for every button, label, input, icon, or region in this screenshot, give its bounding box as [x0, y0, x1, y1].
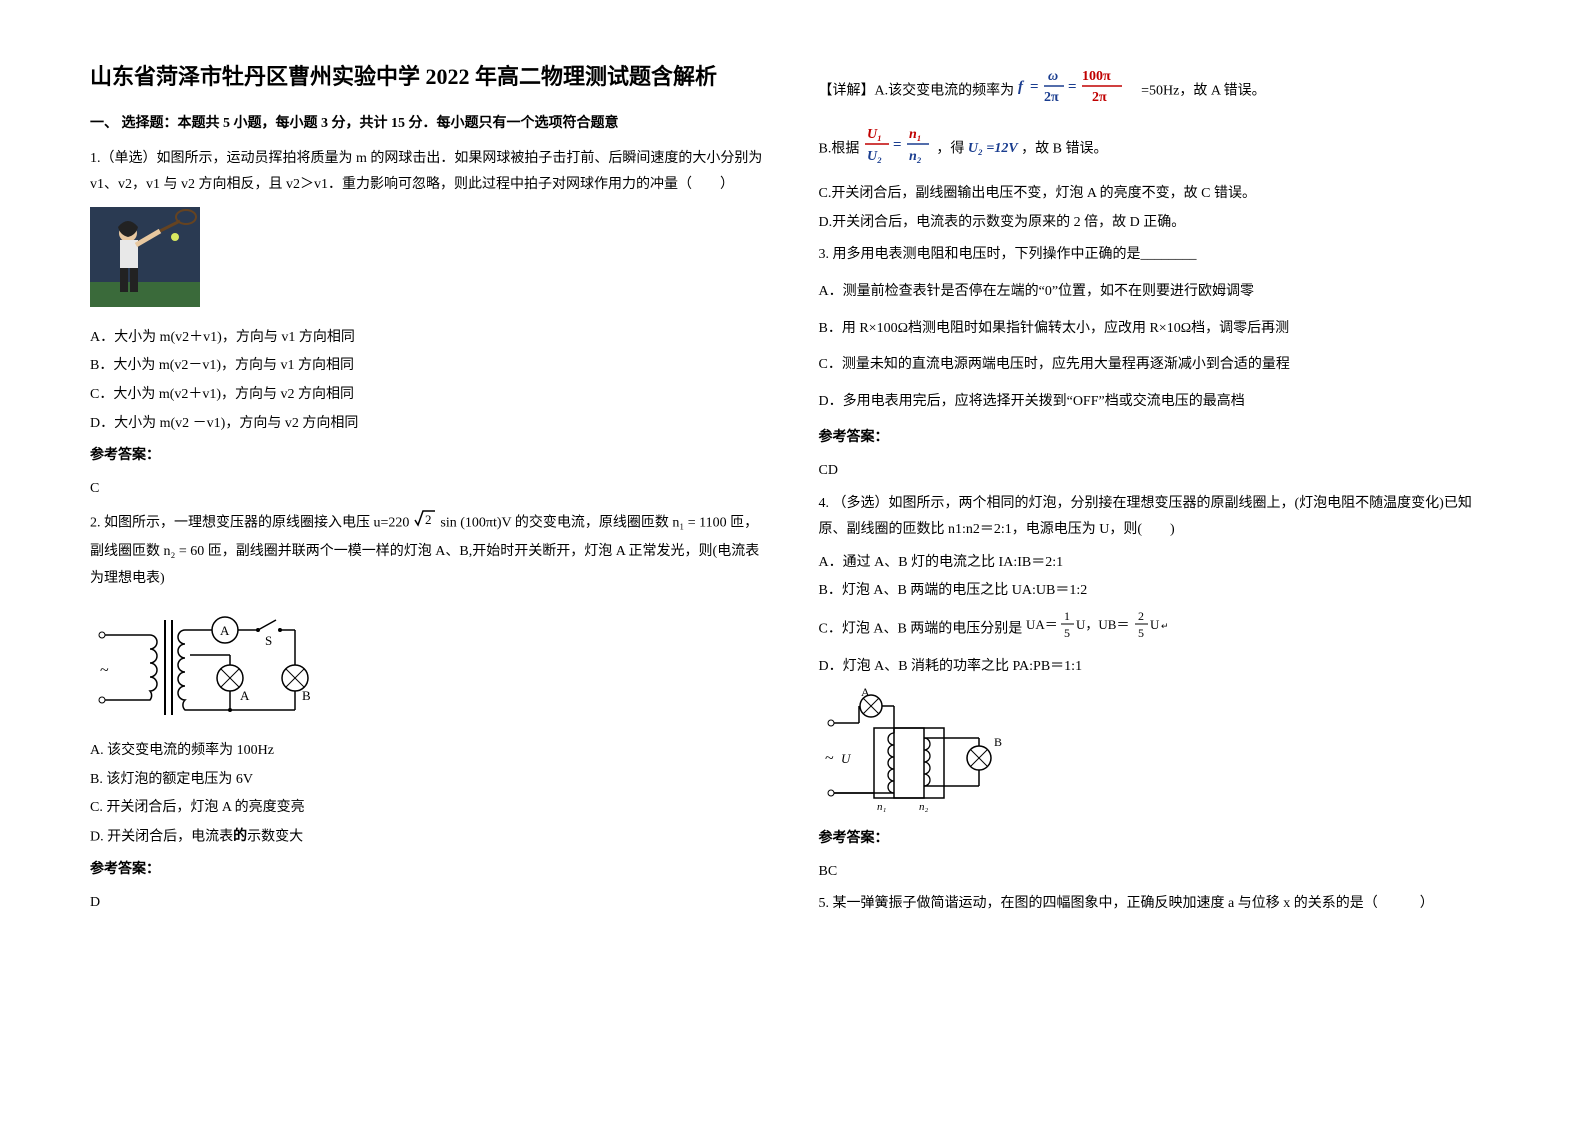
svg-text:100π: 100π — [1082, 69, 1111, 84]
c-formula: UA＝ 1 5 U，UB＝ 2 5 U ↵ — [1026, 607, 1196, 652]
q1-figure — [90, 207, 769, 317]
q4-stem: 4. （多选）如图所示，两个相同的灯泡，分别接在理想变压器的原副线圈上，(灯泡电… — [819, 491, 1498, 544]
bulbB2-label: B — [994, 735, 1002, 749]
page-title: 山东省菏泽市牡丹区曹州实验中学 2022 年高二物理测试题含解析 — [90, 60, 769, 93]
svg-text:5: 5 — [1138, 626, 1144, 640]
q2-ans: D — [90, 890, 769, 917]
tilde-icon: ~ — [100, 662, 109, 679]
svg-text:UA＝: UA＝ — [1026, 617, 1058, 632]
q2-ans-label: 参考答案： — [90, 857, 769, 884]
de-bold: 的 — [233, 824, 247, 851]
n2-label: n₂ — [919, 801, 929, 813]
q1-ans: C — [90, 476, 769, 503]
svg-text:2π: 2π — [1044, 90, 1059, 105]
q4-optA: A．通过 A、B 灯的电流之比 IA:IB＝2:1 — [819, 550, 1498, 577]
q1-optB: B．大小为 m(v2－v1)，方向与 v1 方向相同 — [90, 353, 769, 380]
q1-optD: D．大小为 m(v2 －v1)，方向与 v2 方向相同 — [90, 411, 769, 438]
q4-optB: B．灯泡 A、B 两端的电压之比 UA:UB＝1:2 — [819, 578, 1498, 605]
q1-optA: A．大小为 m(v2＋v1)，方向与 v1 方向相同 — [90, 325, 769, 352]
explain-B-a: B.根据 — [819, 141, 860, 156]
svg-text:2π: 2π — [1092, 90, 1107, 105]
q2-figure: ~ A S — [90, 600, 769, 730]
q2-optD: D. 开关闭合后，电流表的示数变大 — [90, 824, 769, 851]
q3-stem: 3. 用多用电表测电阻和电压时，下列操作中正确的是________ — [819, 242, 1498, 269]
q3-ans-label: 参考答案： — [819, 425, 1498, 452]
q2-optD-a: D. 开关闭合后，电流表 — [90, 829, 233, 844]
svg-text:=: = — [1068, 79, 1077, 95]
q4-figure: ~ U A n₁ — [819, 688, 1498, 818]
svg-text:5: 5 — [1064, 626, 1070, 640]
q4-optD: D．灯泡 A、B 消耗的功率之比 PA:PB＝1:1 — [819, 654, 1498, 681]
q2-stem-a: 2. 如图所示，一理想变压器的原线圈接入电压 u=220 — [90, 516, 409, 531]
q2-stem: 2. 如图所示，一理想变压器的原线圈接入电压 u=220 2 sin (100π… — [90, 508, 769, 592]
q1-stem: 1.（单选）如图所示，运动员挥拍将质量为 m 的网球击出．如果网球被拍子击打前、… — [90, 146, 769, 199]
svg-text:U₂: U₂ — [867, 149, 882, 164]
explain-A-a: 【详解】A.该交变电流的频率为 — [819, 84, 1015, 99]
f-formula: f = ω 2π = 100π 2π — [1018, 66, 1138, 117]
right-column: 【详解】A.该交变电流的频率为 f = ω 2π = 100π 2π =50Hz… — [819, 60, 1498, 924]
q5-stem: 5. 某一弹簧振子做简谐运动，在图的四幅图象中，正确反映加速度 a 与位移 x … — [819, 891, 1498, 918]
svg-text:2: 2 — [1138, 609, 1144, 623]
svg-text:f: f — [1018, 79, 1025, 95]
left-column: 山东省菏泽市牡丹区曹州实验中学 2022 年高二物理测试题含解析 一、 选择题：… — [90, 60, 769, 924]
tilde2-icon: ~ — [825, 750, 834, 767]
q2-optD-b: 示数变大 — [247, 829, 303, 844]
q4-ans: BC — [819, 859, 1498, 886]
svg-text:=: = — [1030, 79, 1039, 95]
q3-ans: CD — [819, 458, 1498, 485]
bulbB-label: B — [302, 688, 311, 703]
q4-optC: C．灯泡 A、B 两端的电压分别是 UA＝ 1 5 U，UB＝ 2 5 U ↵ — [819, 607, 1498, 652]
svg-text:U₁: U₁ — [867, 127, 882, 142]
bulbA-label: A — [240, 688, 250, 703]
n1-label: n₁ — [877, 801, 887, 813]
q4-ans-label: 参考答案： — [819, 826, 1498, 853]
svg-text:U，UB＝: U，UB＝ — [1076, 617, 1129, 632]
q4-optC-a: C．灯泡 A、B 两端的电压分别是 — [819, 621, 1023, 636]
explain-A: 【详解】A.该交变电流的频率为 f = ω 2π = 100π 2π =50Hz… — [819, 66, 1498, 117]
q3-optB: B．用 R×100Ω档测电阻时如果指针偏转太小，应改用 R×10Ω档，调零后再测 — [819, 316, 1498, 343]
explain-B: B.根据 U₁ U₂ = n₁ n₂ ，得 U₂ =12V ，故 B 错误。 — [819, 123, 1498, 176]
q2-optA: A. 该交变电流的频率为 100Hz — [90, 738, 769, 765]
q3-optC: C．测量未知的直流电源两端电压时，应先用大量程再逐渐减小到合适的量程 — [819, 352, 1498, 379]
svg-text:=: = — [893, 137, 902, 153]
explain-A-b: =50Hz，故 A 错误。 — [1141, 84, 1266, 99]
section-head: 一、 选择题：本题共 5 小题，每小题 3 分，共计 15 分．每小题只有一个选… — [90, 111, 769, 138]
explain-C: C.开关闭合后，副线圈输出电压不变，灯泡 A 的亮度不变，故 C 错误。 — [819, 181, 1498, 208]
bulbA2-label: A — [861, 688, 870, 699]
explain-B-b: ，得 — [936, 141, 964, 156]
u-label: U — [841, 751, 852, 766]
q1-optC: C．大小为 m(v2＋v1)，方向与 v2 方向相同 — [90, 382, 769, 409]
ammeter-label: A — [220, 623, 230, 638]
q3-optA: A．测量前检查表针是否停在左端的“0”位置，如不在则要进行欧姆调零 — [819, 279, 1498, 306]
svg-text:1: 1 — [1064, 609, 1070, 623]
ratio-formula: U₁ U₂ = n₁ n₂ — [863, 123, 933, 176]
explain-B-c: ，故 B 错误。 — [1021, 141, 1107, 156]
svg-text:ω: ω — [1048, 69, 1058, 84]
explain-D: D.开关闭合后，电流表的示数变为原来的 2 倍，故 D 正确。 — [819, 210, 1498, 237]
q1-ans-label: 参考答案： — [90, 443, 769, 470]
q2-optC: C. 开关闭合后，灯泡 A 的亮度变亮 — [90, 795, 769, 822]
svg-text:n₁: n₁ — [909, 127, 922, 142]
q3-optD: D．多用电表用完后，应将选择开关拨到“OFF”档或交流电压的最高档 — [819, 389, 1498, 416]
svg-text:↵: ↵ — [1161, 621, 1169, 631]
switch-label: S — [265, 633, 272, 648]
u2-value: U₂ =12V — [968, 136, 1018, 163]
q2-optB: B. 该灯泡的额定电压为 6V — [90, 767, 769, 794]
svg-text:U: U — [1150, 617, 1160, 632]
sqrt2-icon: 2 — [413, 508, 437, 539]
svg-text:2: 2 — [425, 512, 432, 527]
svg-text:n₂: n₂ — [909, 149, 922, 164]
